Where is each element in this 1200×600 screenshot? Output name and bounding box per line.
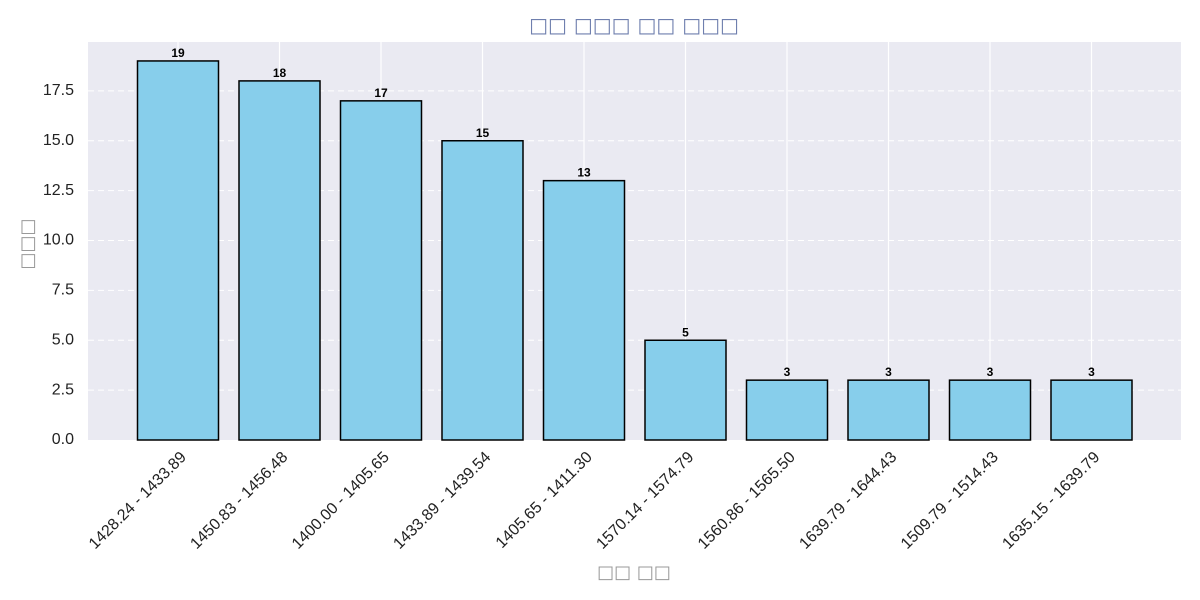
bar	[238, 80, 321, 441]
x-tick-label: 1450.83 - 1456.48	[187, 449, 291, 553]
bar-value-label: 5	[682, 325, 689, 339]
bar	[644, 339, 727, 441]
bar-value-label: 13	[577, 166, 591, 180]
y-tick-label: 12.5	[43, 182, 74, 199]
bar	[441, 140, 524, 441]
bar	[542, 179, 626, 441]
data-labels: 19 18 17 15 13 5 3 3 3 3	[171, 46, 1095, 379]
bar-value-label: 18	[273, 66, 287, 80]
bar-value-label: 15	[476, 126, 490, 140]
bar-value-label: 3	[987, 365, 994, 379]
y-tick-label: 5.0	[52, 331, 74, 348]
x-tick-label: 1428.24 - 1433.89	[86, 449, 190, 553]
x-tick-label: 1635.15 - 1639.79	[999, 449, 1103, 553]
bar-value-label: 19	[171, 46, 185, 60]
chart-title: □□ □□□ □□ □□□	[529, 13, 739, 37]
bar	[136, 60, 220, 441]
bar-value-label: 3	[784, 365, 791, 379]
x-axis-label: □□ □□	[597, 562, 671, 583]
y-tick-label: 0.0	[52, 431, 74, 448]
y-tick-label: 7.5	[52, 282, 74, 299]
bar	[948, 379, 1032, 441]
x-tick-label: 1509.79 - 1514.43	[898, 449, 1002, 553]
x-tick-label: 1433.89 - 1439.54	[390, 449, 494, 553]
bar	[745, 379, 829, 441]
x-tick-label: 1560.86 - 1565.50	[695, 449, 799, 553]
bar-value-label: 17	[374, 86, 388, 100]
x-tick-label: 1405.65 - 1411.30	[493, 449, 596, 552]
x-tick-label: 1570.14 - 1574.79	[593, 449, 697, 553]
bar	[847, 379, 930, 441]
y-axis-label: □□□	[17, 218, 38, 269]
y-tick-label: 2.5	[52, 381, 74, 398]
bar	[339, 100, 423, 441]
bar-value-label: 3	[1088, 365, 1095, 379]
x-tick-label: 1639.79 - 1644.43	[796, 449, 900, 553]
y-tick-label: 17.5	[43, 82, 74, 99]
y-tick-label: 10.0	[43, 232, 74, 249]
y-axis-ticks: 0.0 2.5 5.0 7.5 10.0 12.5 15.0 17.5	[43, 82, 74, 448]
bar-value-label: 3	[885, 365, 892, 379]
bar	[1050, 379, 1133, 441]
y-tick-label: 15.0	[43, 132, 74, 149]
bar-series	[136, 60, 1133, 441]
x-tick-label: 1400.00 - 1405.65	[289, 449, 393, 553]
